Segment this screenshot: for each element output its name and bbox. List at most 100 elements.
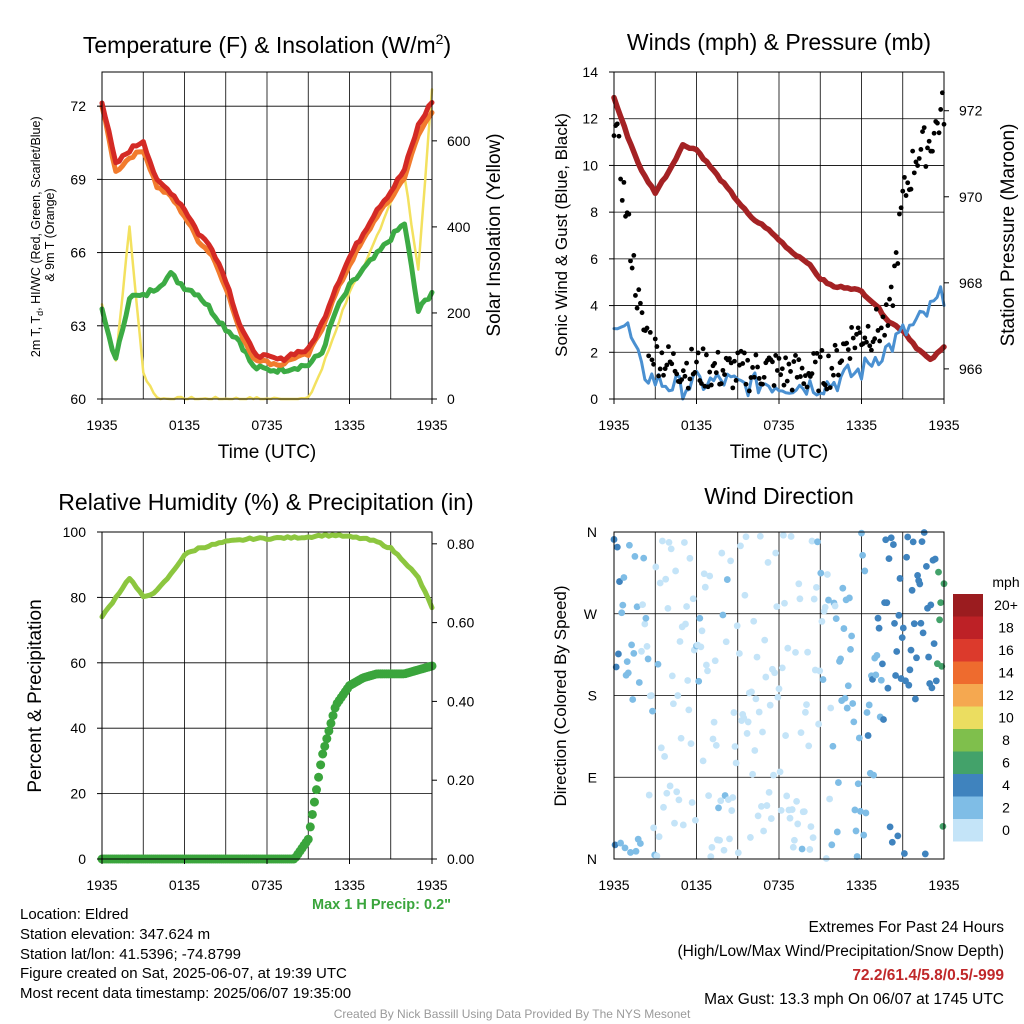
- station-latlon: Station lat/lon: 41.5396; -74.8799: [20, 945, 242, 963]
- wind-direction-point: [701, 583, 709, 591]
- wind-direction-point: [719, 611, 727, 619]
- wind-direction-point: [912, 695, 919, 703]
- y-tick-label: E: [588, 769, 597, 785]
- gust-point: [756, 376, 762, 381]
- legend-color-swatch: [953, 616, 983, 639]
- wind-direction-point: [677, 734, 685, 742]
- max-hourly-precip-note: Max 1 H Precip: 0.2": [312, 897, 452, 913]
- humidity-y-axis-label: Percent & Precipitation: [25, 599, 46, 792]
- wind-direction-point: [765, 788, 773, 796]
- wind-direction-point: [639, 601, 646, 609]
- wind-direction-point: [935, 568, 942, 576]
- wind-direction-point: [637, 840, 644, 847]
- wind-direction-point: [670, 700, 677, 708]
- x-tick-label: 1935: [928, 417, 959, 433]
- wind-direction-point: [846, 594, 853, 602]
- wind-direction-point: [727, 557, 734, 565]
- wind-direction-point: [841, 694, 849, 702]
- y2-tick-label: 966: [959, 361, 983, 377]
- wind-direction-point: [775, 685, 783, 693]
- y2-tick-label: 0.20: [447, 772, 474, 788]
- winds-chart-title: Winds (mph) & Pressure (mb): [627, 29, 931, 55]
- wind-direction-point: [788, 806, 796, 813]
- y-tick-label: 2: [590, 344, 598, 360]
- gust-point: [679, 377, 685, 382]
- gust-point: [741, 350, 747, 356]
- wind-direction-point: [668, 672, 676, 680]
- wind-direction-point: [743, 730, 751, 737]
- wind-direction-point: [665, 538, 673, 546]
- wind-direction-point: [649, 707, 656, 715]
- gust-point: [911, 170, 917, 176]
- gust-point: [875, 328, 881, 333]
- wind-direction-point: [916, 580, 924, 588]
- wind-direction-point: [903, 553, 910, 561]
- wind-direction-point: [692, 816, 699, 824]
- wind-direction-point: [817, 569, 825, 577]
- y-tick-label: W: [584, 606, 598, 622]
- gust-point: [720, 367, 726, 373]
- wind-direction-point: [806, 846, 814, 853]
- wind-direction-point: [873, 652, 881, 659]
- temperature-gridlines: [102, 72, 432, 400]
- gust-point: [712, 361, 718, 366]
- gust-point: [799, 365, 805, 371]
- wind-direction-point: [774, 693, 782, 701]
- wind-direction-point: [707, 853, 715, 861]
- legend-label: 14: [998, 665, 1014, 681]
- wind-direction-point: [730, 709, 738, 716]
- wind-direction-point: [898, 634, 906, 641]
- legend-color-swatch: [953, 684, 983, 707]
- legend-color-swatch: [953, 796, 983, 819]
- wind-direction-point: [733, 622, 741, 630]
- wind-direction-point: [710, 718, 718, 726]
- gust-point: [920, 129, 925, 134]
- wind-direction-point: [789, 843, 797, 851]
- max-gust-note: Max Gust: 13.3 mph On 06/07 at 1745 UTC: [704, 991, 1004, 1008]
- wind-direction-point: [798, 845, 806, 853]
- wind-direction-point: [879, 660, 886, 668]
- wind-direction-point: [674, 692, 682, 699]
- wind-direction-point: [848, 632, 855, 640]
- gust-point: [826, 353, 831, 359]
- gust-point: [832, 342, 838, 348]
- wind-direction-point: [839, 584, 847, 592]
- wind-direction-point: [837, 655, 844, 663]
- x-tick-label: 1335: [334, 417, 365, 433]
- wind-direction-point: [855, 734, 863, 742]
- wind-direction-point: [726, 835, 733, 843]
- y-tick-label: 0: [590, 391, 598, 407]
- wind-direction-point: [615, 650, 622, 658]
- wind-direction-point: [932, 677, 940, 685]
- gust-point: [781, 382, 787, 388]
- legend-label: 2: [1002, 800, 1010, 816]
- wind-direction-point: [832, 615, 840, 623]
- precip-point: [318, 749, 328, 759]
- wind-direction-point: [810, 595, 818, 603]
- wind-direction-point: [880, 716, 887, 723]
- x-tick-label: 1935: [598, 417, 629, 433]
- gust-point: [913, 159, 919, 165]
- gust-point: [760, 381, 765, 387]
- y2-tick-label: 0.60: [447, 615, 474, 631]
- wind-direction-point: [753, 653, 761, 661]
- gust-point: [684, 360, 689, 366]
- wind-direction-point: [617, 839, 624, 847]
- wind-direction-point: [853, 853, 861, 860]
- wind-direction-point: [792, 649, 799, 656]
- wind-direction-point: [758, 802, 765, 810]
- extremes-subtitle: (High/Low/Max Wind/Precipitation/Snow De…: [677, 943, 1005, 960]
- speed-legend-title: mph: [992, 574, 1019, 590]
- recent-data-timestamp: Most recent data timestamp: 2025/06/07 1…: [20, 985, 352, 1003]
- figure-created: Figure created on Sat, 2025-06-07, at 19…: [20, 965, 347, 983]
- gust-point: [730, 385, 736, 391]
- wind-direction-point: [630, 649, 638, 657]
- gust-point: [789, 387, 795, 393]
- temp-2m-series-line: [99, 100, 435, 363]
- wind-direction-point: [783, 792, 791, 800]
- wind-direction-point: [640, 554, 648, 562]
- wind-direction-point: [850, 718, 858, 726]
- wind-direction-point: [818, 618, 826, 625]
- gust-point: [646, 353, 652, 359]
- gust-point: [666, 344, 671, 350]
